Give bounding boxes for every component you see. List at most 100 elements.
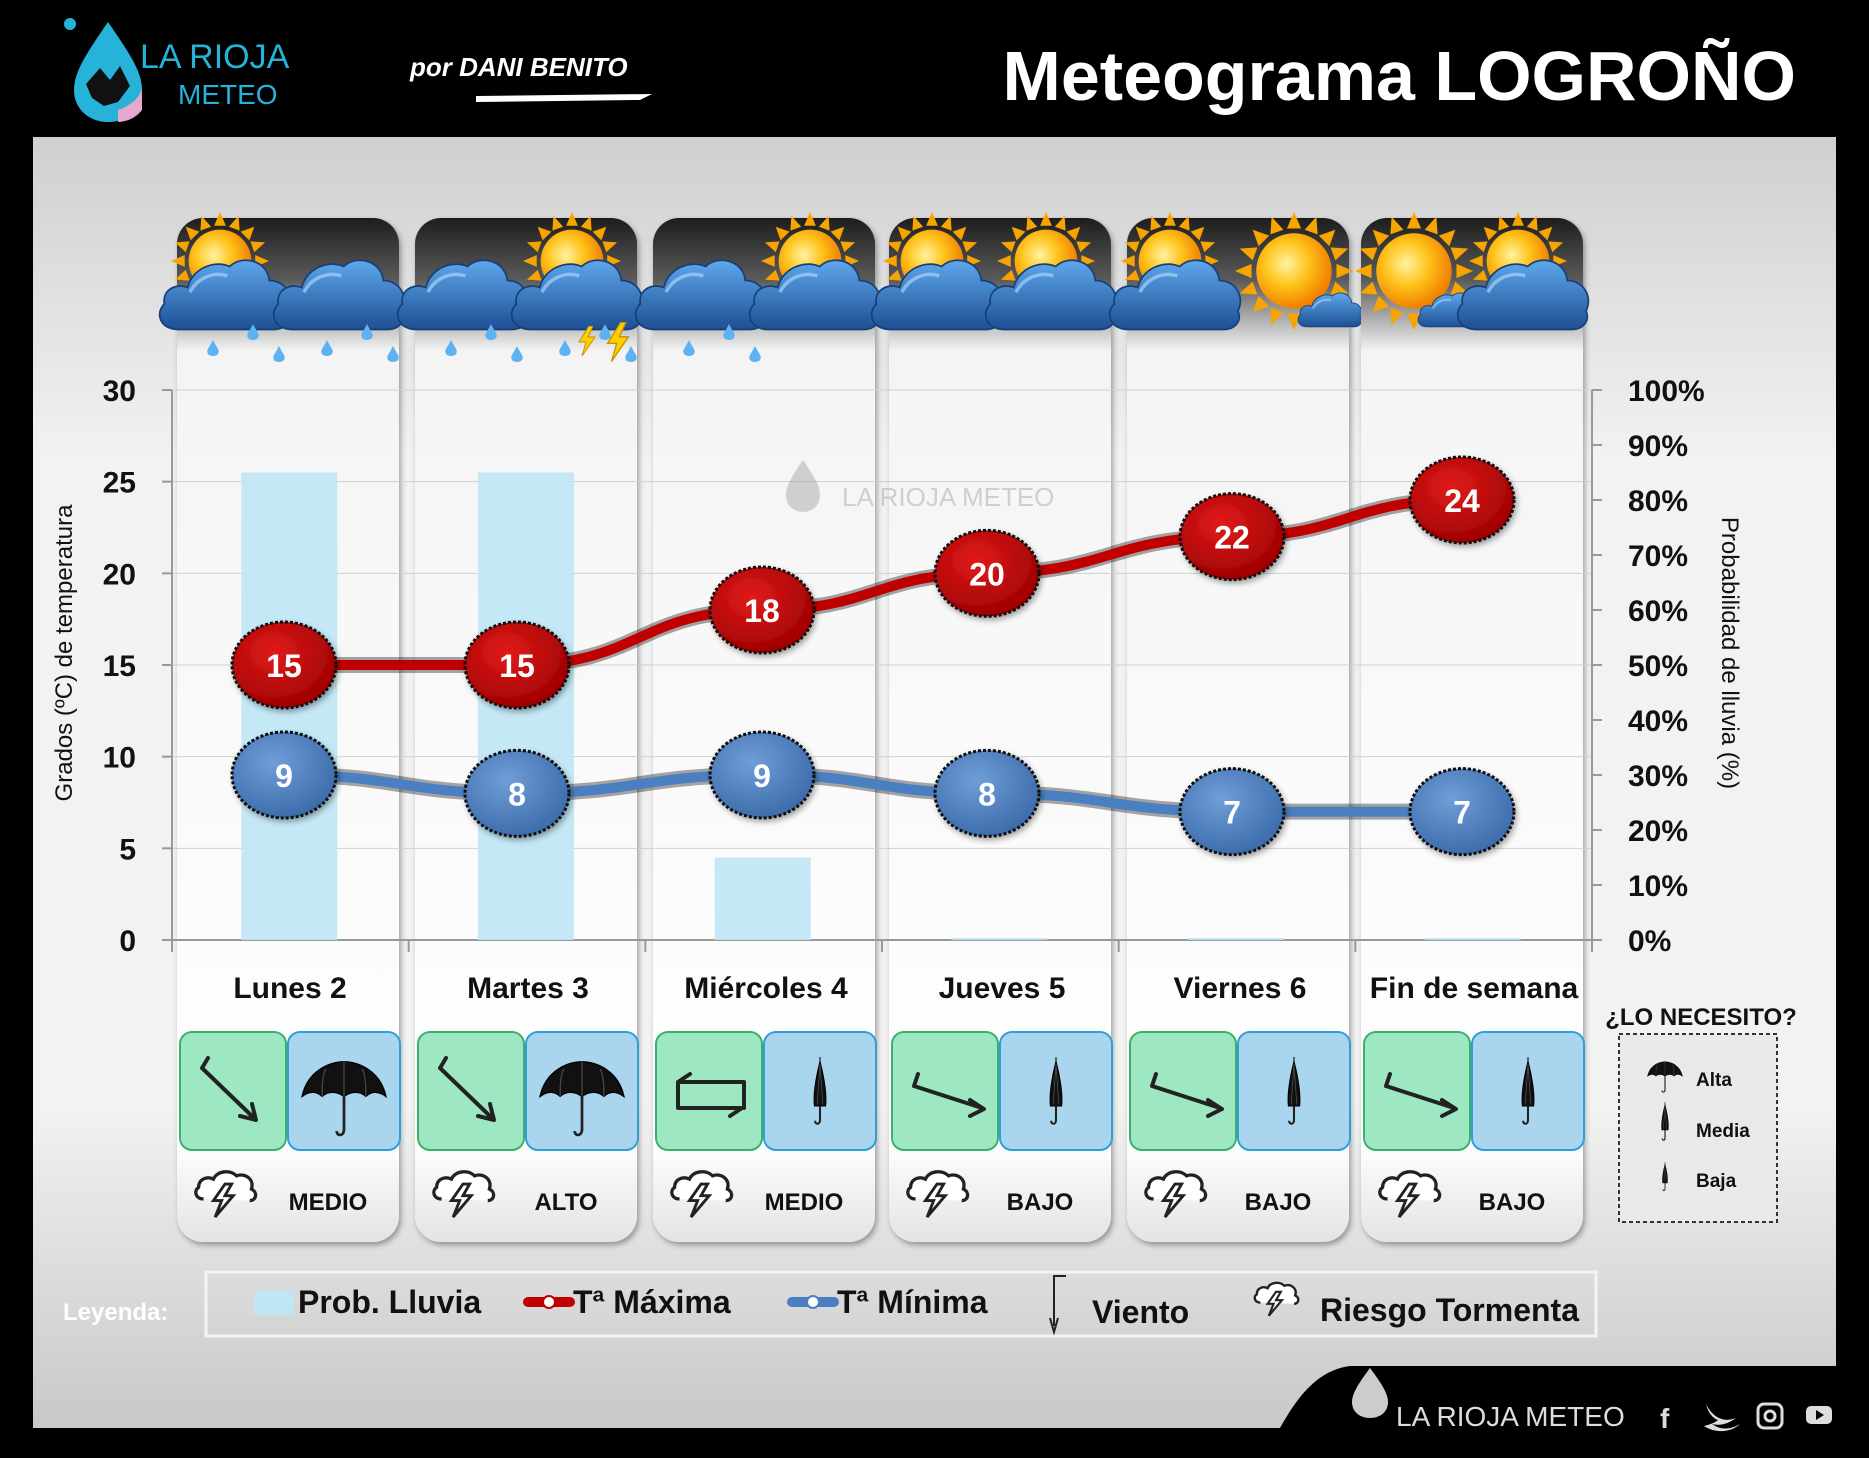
legend-max: Tª Máxima [573,1284,731,1320]
page-title: Meteograma LOGROÑO [1003,37,1796,115]
day-label: Lunes 2 [233,972,346,1005]
legend-rain: Prob. Lluvia [298,1284,481,1320]
min-temp-point [708,730,816,820]
wind-arrow-nw-icon [200,1056,258,1122]
storm-risk-label: MEDIO [289,1189,368,1216]
wind-arrow-w-icon [1384,1072,1458,1118]
min-temp-label: 8 [978,776,996,812]
wind-card [1363,1031,1471,1151]
min-temp-point [1178,767,1286,857]
rain-bar [951,938,1048,940]
min-temp-label: 8 [508,776,526,812]
day-label: Fin de semana [1370,972,1579,1005]
rain-bar [714,857,811,940]
y2-tick-label: 70% [1628,540,1688,573]
wind-card [1129,1031,1237,1151]
max-temp-label: 22 [1214,520,1250,556]
y-tick-label: 0 [119,925,136,958]
max-temp-point [1178,492,1286,582]
umbrella-card [525,1031,639,1151]
wind-variable-icon [676,1072,746,1118]
max-temp-point [230,620,338,710]
necesito-media: Media [1696,1121,1750,1142]
y2-tick-label: 10% [1628,870,1688,903]
wind-card [891,1031,999,1151]
footer-brand: LA RIOJA METEO [1396,1401,1625,1432]
logo-line2: METEO [178,79,278,110]
max-temp-label: 18 [744,593,780,629]
watermark: LA RIOJA METEO [786,460,1054,512]
logo: LA RIOJA METEO [64,18,290,122]
min-temp-point [230,730,338,820]
y2-tick-label: 80% [1628,485,1688,518]
storm-risk-label: MEDIO [765,1189,844,1216]
storm-risk: ALTO [432,1170,598,1219]
wind-arrow-nw-icon [438,1056,496,1122]
watermark-text: LA RIOJA METEO [842,482,1054,512]
instagram-icon[interactable] [1756,1402,1784,1430]
author: por DANI BENITO [409,52,628,82]
y2-tick-label: 40% [1628,705,1688,738]
max-temp-label: 20 [969,556,1005,592]
day-label: Jueves 5 [939,972,1066,1005]
y-tick-label: 15 [103,650,136,683]
umbrella-card [287,1031,401,1151]
umbrella-card [1471,1031,1585,1151]
legend-min-marker [806,1295,820,1309]
day-column [1127,218,1349,1242]
logo-drop-icon [74,22,142,122]
rain-bar [1424,938,1521,940]
y-tick-label: 20 [103,558,136,591]
facebook-icon[interactable]: f [1660,1403,1670,1434]
y-tick-label: 10 [103,742,136,775]
storm-risk: MEDIO [670,1170,844,1219]
y2-axis-title: Probabilidad de lluvia (%) [1716,517,1743,789]
legend-wind: Viento [1092,1294,1189,1330]
y-tick-label: 5 [119,833,136,866]
min-temp-point [1408,767,1516,857]
logo-line1: LA RIOJA [140,38,290,76]
footer-logo-icon [1352,1368,1388,1418]
storm-risk: BAJO [1378,1170,1546,1219]
min-temp-label: 9 [753,758,771,794]
legend-rain-swatch [254,1291,294,1315]
legend-label: Leyenda: [63,1299,168,1326]
y2-tick-label: 20% [1628,815,1688,848]
y2-tick-label: 30% [1628,760,1688,793]
wind-arrow-w-icon [1150,1072,1224,1118]
min-temp-point [933,748,1041,838]
legend-max-marker [542,1295,556,1309]
max-temp-point [1408,455,1516,545]
storm-risk-label: ALTO [534,1189,597,1216]
day-label: Miércoles 4 [684,972,848,1005]
max-temp-label: 24 [1444,483,1480,519]
rain-bar [1188,938,1284,940]
wind-card [417,1031,525,1151]
storm-risk-label: BAJO [1007,1189,1074,1216]
legend-wind-icon [1049,1275,1066,1336]
y2-tick-label: 0% [1628,925,1671,958]
header: LA RIOJA METEO por DANI BENITO Meteogram… [64,18,1796,122]
y2-tick-label: 100% [1628,375,1705,408]
day-label: Martes 3 [467,972,589,1005]
y2-tick-label: 60% [1628,595,1688,628]
umbrella-card [999,1031,1113,1151]
max-temp-point [708,565,816,655]
y2-tick-label: 90% [1628,430,1688,463]
max-temp-point [933,528,1041,618]
storm-risk: BAJO [906,1170,1074,1219]
min-temp-point [463,748,571,838]
necesito-title: ¿LO NECESITO? [1605,1004,1797,1031]
min-temp-label: 9 [275,758,293,794]
max-temp-point [463,620,571,710]
legend-storm: Riesgo Tormenta [1320,1292,1579,1328]
wind-card [179,1031,287,1151]
legend-min: Tª Mínima [837,1284,988,1320]
day-label: Viernes 6 [1174,972,1307,1005]
day-column [1361,218,1583,1242]
umbrella-card [1237,1031,1351,1151]
min-temp-label: 7 [1223,795,1241,831]
storm-risk-label: BAJO [1479,1189,1546,1216]
y2-tick-label: 50% [1628,650,1688,683]
